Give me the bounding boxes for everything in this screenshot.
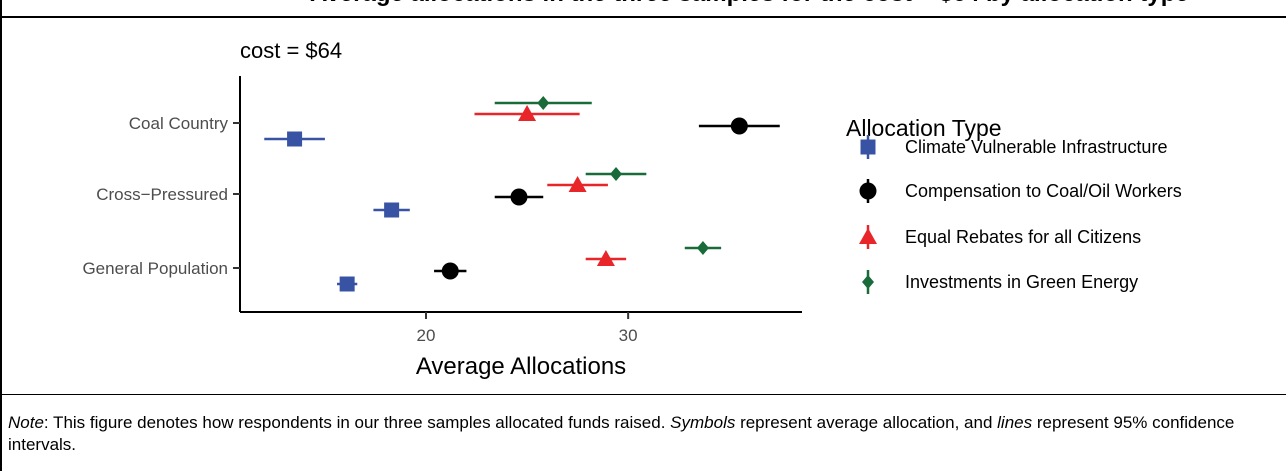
point-compensation-to-coal-oil-workers-general-population — [441, 262, 459, 280]
y-axis-ticks: Coal Country Cross−Pressured General Popul… — [82, 114, 240, 278]
legend-label-investments-in-green-energy: Investments in Green Energy — [905, 272, 1138, 292]
point-compensation-to-coal-oil-workers-cross-pressured — [510, 188, 528, 206]
point-climate-vulnerable-infrastructure-cross-pressured — [384, 202, 400, 218]
x-axis-title: Average Allocations — [416, 353, 626, 380]
legend-key-equal-rebates-for-all-citizens — [859, 228, 877, 244]
legend-label-compensation-to-coal-oil-workers: Compensation to Coal/Oil Workers — [905, 181, 1182, 201]
point-equal-rebates-for-all-citizens-coal-country — [518, 105, 537, 121]
point-investments-in-green-energy-coal-country — [537, 96, 550, 110]
chart: cost = $64 Coal Country Cross−Pressured Ge… — [82, 38, 1182, 380]
legend-key-investments-in-green-energy — [862, 275, 874, 289]
figure-note: Note: This figure denotes how respondent… — [8, 412, 1280, 456]
point-investments-in-green-energy-cross-pressured — [610, 167, 623, 181]
note-text-1: : This figure denotes how respondents in… — [43, 413, 671, 432]
note-text-3: represent 95% confidence intervals. — [8, 413, 1235, 454]
title-rule — [0, 16, 1286, 18]
y-tick-label-coal-country: Coal Country — [129, 114, 229, 133]
note-symbols: Symbols — [670, 413, 736, 432]
x-tick-label-30: 30 — [619, 326, 638, 345]
figure-title: Average allocations in the three samples… — [310, 0, 1189, 14]
point-equal-rebates-for-all-citizens-general-population — [596, 250, 615, 266]
legend-key-compensation-to-coal-oil-workers — [859, 182, 877, 200]
x-tick-label-20: 20 — [417, 326, 436, 345]
point-compensation-to-coal-oil-workers-coal-country — [730, 117, 748, 135]
legend-key-climate-vulnerable-infrastructure — [860, 139, 876, 155]
legend-title: Allocation Type — [846, 115, 1002, 141]
plot-marks — [264, 96, 780, 292]
y-tick-label-cross-pressured: Cross−Pressured — [96, 185, 228, 204]
point-investments-in-green-energy-general-population — [696, 241, 709, 255]
note-text-2: represent average allocation, and — [735, 413, 998, 432]
x-axis-ticks: 20 30 — [417, 312, 638, 345]
facet-label: cost = $64 — [240, 38, 342, 63]
point-equal-rebates-for-all-citizens-cross-pressured — [568, 176, 587, 192]
note-rule — [0, 394, 1286, 395]
legend: Climate Vulnerable Infrastructure Compens… — [859, 135, 1182, 294]
y-tick-label-general-population: General Population — [82, 259, 228, 278]
point-climate-vulnerable-infrastructure-coal-country — [287, 131, 303, 147]
legend-label-equal-rebates-for-all-citizens: Equal Rebates for all Citizens — [905, 227, 1141, 247]
note-label: Note — [8, 413, 44, 432]
note-lines: lines — [997, 413, 1033, 432]
title-clip: Average allocations in the three samples… — [0, 0, 1286, 16]
legend-label-climate-vulnerable-infrastructure: Climate Vulnerable Infrastructure — [905, 137, 1167, 157]
point-climate-vulnerable-infrastructure-general-population — [339, 276, 355, 292]
